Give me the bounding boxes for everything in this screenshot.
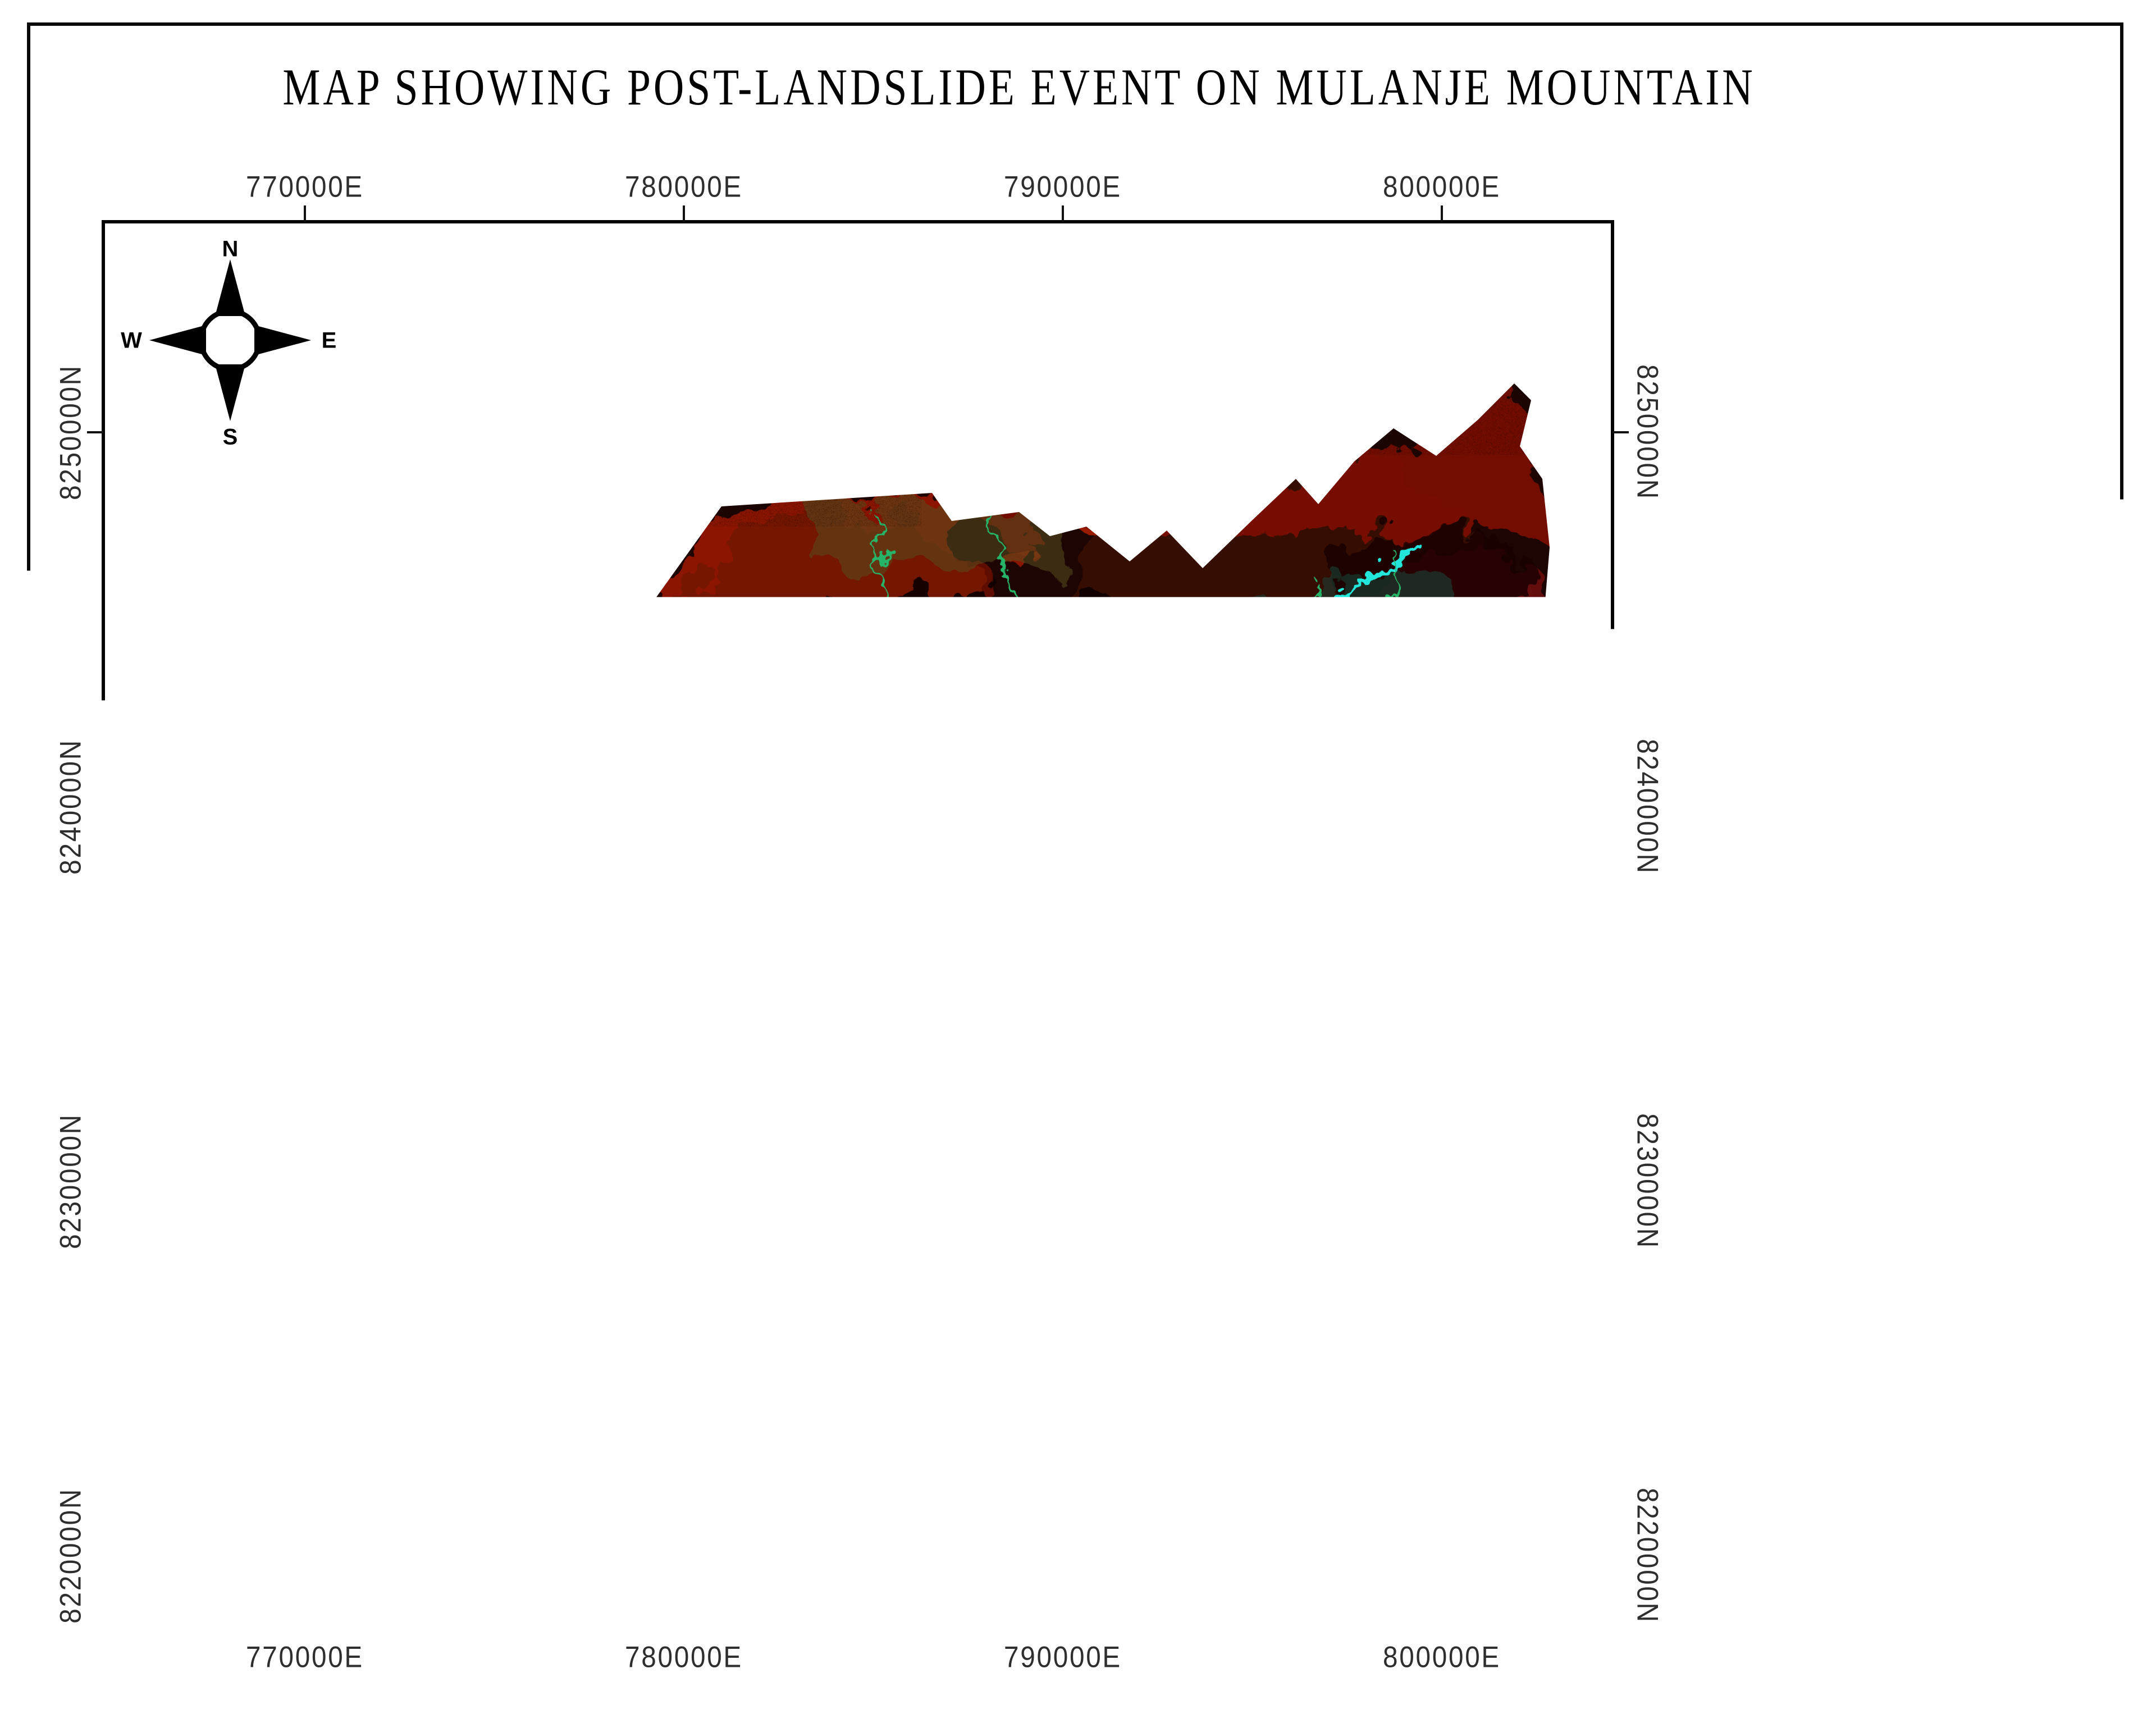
scalebar-label-zero: 0 <box>148 1506 163 1539</box>
top-coord-label: 780000E <box>625 170 743 204</box>
left-coord-label: 8240000N <box>54 739 88 875</box>
map-layout-page: MAP SHOWING POST-LANDSLIDE EVENT ON MULA… <box>0 0 2156 1728</box>
right-coord-label: 8240000N <box>1630 739 1665 875</box>
top-coord-label: 800000E <box>1383 170 1501 204</box>
satellite-image <box>79 371 1583 1465</box>
left-coord-label: 8220000N <box>54 1488 88 1624</box>
bottom-coord-label: 790000E <box>1004 1640 1122 1675</box>
top-axis-ticks <box>305 205 1442 222</box>
left-coord-label: 8250000N <box>54 364 88 500</box>
bottom-axis-ticks <box>305 1622 1442 1639</box>
scalebar-label-twenty: 20 km <box>911 1506 985 1539</box>
top-coord-label: 770000E <box>246 170 364 204</box>
compass-label-west: W <box>121 328 142 354</box>
left-axis-ticks <box>87 432 103 1556</box>
compass-label-north: N <box>222 237 239 262</box>
north-arrow-icon <box>149 259 311 421</box>
top-coord-label: 790000E <box>1004 170 1122 204</box>
scale-ratio-text: SCALE 1 : 150,000 <box>1742 1533 2064 1576</box>
bottom-coord-label: 800000E <box>1383 1640 1501 1675</box>
compass-label-south: S <box>223 425 238 450</box>
right-axis-ticks <box>1613 432 1629 1556</box>
left-coord-label: 8230000N <box>54 1113 88 1249</box>
right-coord-label: 8250000N <box>1630 364 1665 500</box>
map-canvas <box>0 0 2156 1728</box>
scalebar <box>153 1555 917 1575</box>
bottom-coord-label: 770000E <box>246 1640 364 1675</box>
bottom-coord-label: 780000E <box>625 1640 743 1675</box>
right-coord-label: 8230000N <box>1630 1113 1665 1249</box>
right-coord-label: 8220000N <box>1630 1488 1665 1624</box>
compass-label-east: E <box>322 328 337 354</box>
scalebar-label-ten: 10 <box>520 1506 550 1539</box>
